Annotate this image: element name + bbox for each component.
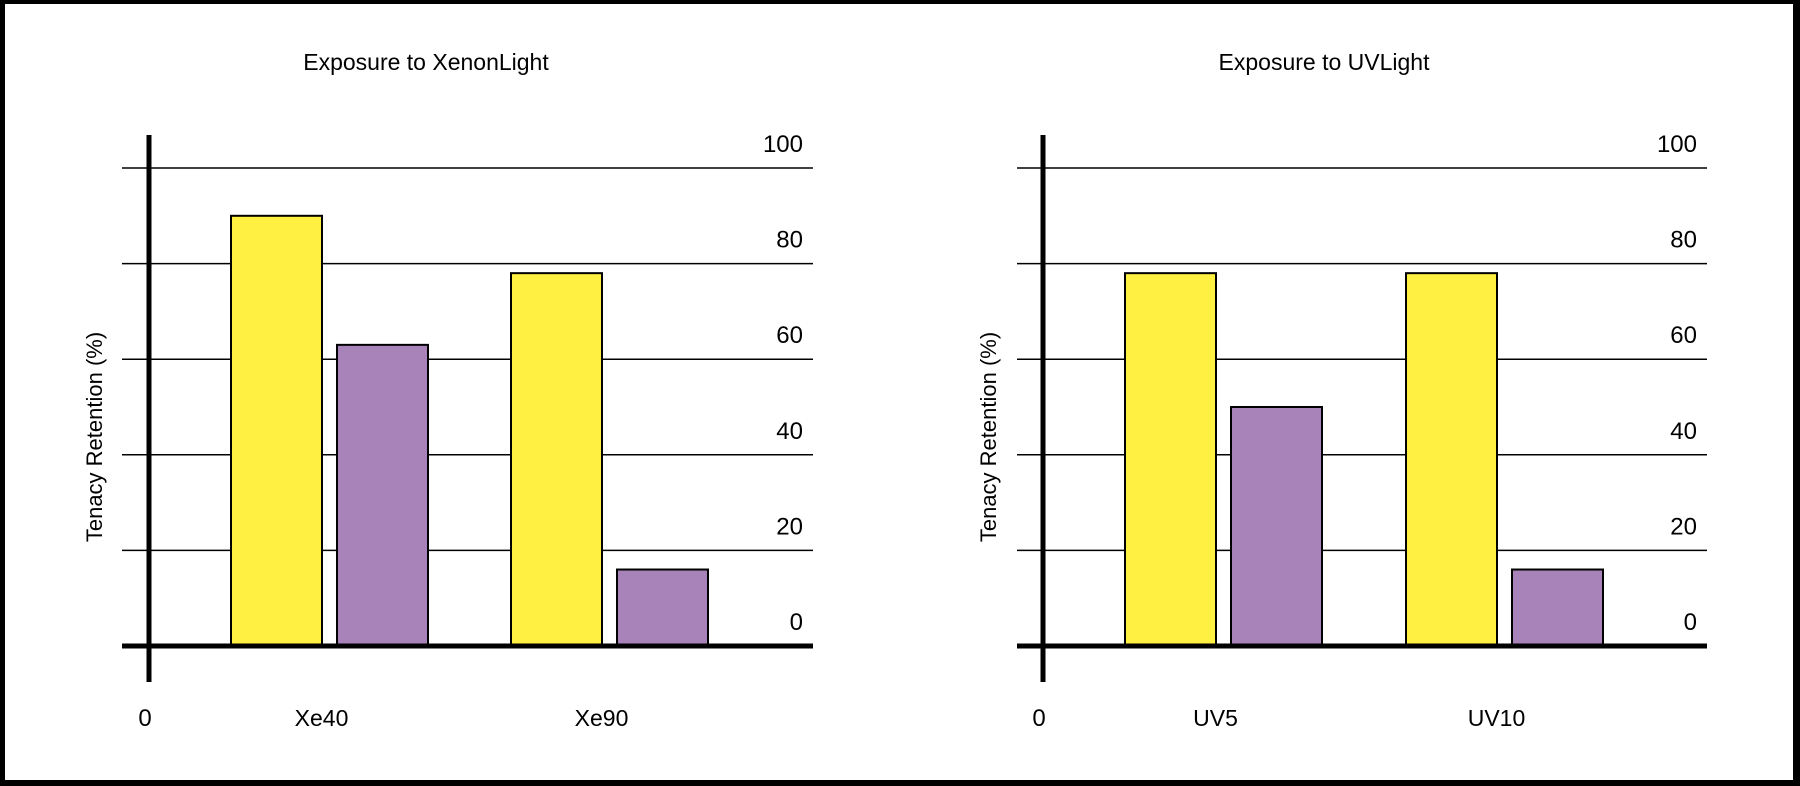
bar-xe40-series-2 [336, 343, 429, 647]
gridlines [122, 167, 813, 552]
y-tick-label: 40 [1670, 418, 1697, 445]
bar-xe40-series-1 [230, 214, 323, 648]
x-category-labels: Xe40 Xe90 [295, 705, 629, 731]
x-category-label: Xe40 [295, 705, 349, 731]
y-tick-label: 60 [776, 322, 803, 349]
y-tick-label: 0 [790, 609, 803, 636]
y-tick-label: 20 [776, 513, 803, 540]
bars [1124, 272, 1604, 648]
bar-uv5-series-1 [1124, 272, 1217, 647]
bar-uv10-series-1 [1405, 272, 1498, 647]
bar-uv10-series-2 [1511, 568, 1604, 648]
x-origin-label: 0 [1032, 705, 1045, 732]
chart-title: Exposure to UVLight [1219, 49, 1431, 75]
y-axis-label: Tenacy Retention (%) [82, 332, 107, 542]
axes [122, 135, 813, 682]
bar-uv5-series-2 [1230, 406, 1323, 647]
y-tick-labels: 0 20 40 60 80 100 [1657, 131, 1697, 636]
y-tick-label: 40 [776, 418, 803, 445]
y-tick-label: 80 [1670, 227, 1697, 254]
chart-title: Exposure to XenonLight [303, 49, 549, 75]
bars [230, 214, 709, 648]
y-tick-label: 80 [776, 227, 803, 254]
x-category-label: UV5 [1193, 705, 1238, 731]
y-tick-label: 60 [1670, 322, 1697, 349]
y-tick-label: 100 [1657, 131, 1697, 158]
bar-xe90-series-1 [510, 272, 603, 647]
chart-uv: Exposure to UVLight Tenacy Retention (%)… [976, 49, 1707, 732]
x-category-label: UV10 [1468, 705, 1526, 731]
y-tick-label: 100 [763, 131, 803, 158]
gridlines [1017, 167, 1707, 552]
axes [1017, 135, 1707, 682]
chart-xenon: Exposure to XenonLight Tenacy Retention … [82, 49, 813, 732]
x-origin-label: 0 [138, 705, 151, 732]
y-axis-label: Tenacy Retention (%) [976, 332, 1001, 542]
x-category-label: Xe90 [575, 705, 629, 731]
y-tick-label: 0 [1684, 609, 1697, 636]
x-category-labels: UV5 UV10 [1193, 705, 1525, 731]
y-tick-labels: 0 20 40 60 80 100 [763, 131, 803, 636]
bar-xe90-series-2 [616, 568, 709, 648]
y-tick-label: 20 [1670, 513, 1697, 540]
